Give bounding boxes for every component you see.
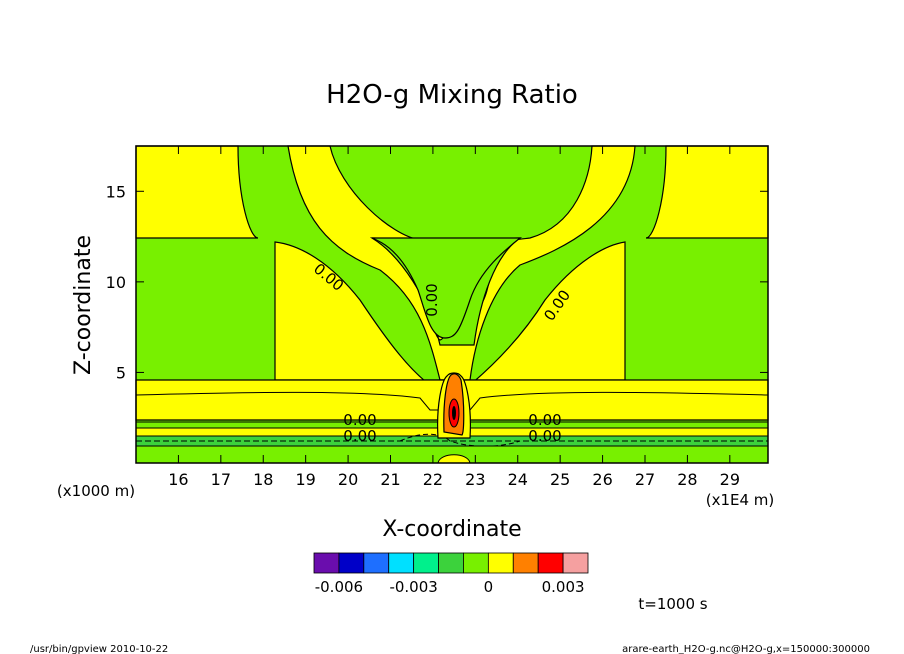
x-tick-label: 21 xyxy=(380,470,400,489)
colorbar-swatch xyxy=(413,552,439,574)
colorbar-swatch xyxy=(313,552,340,574)
x-axis-unit: (x1E4 m) xyxy=(706,491,775,509)
colorbar-tick-label: -0.003 xyxy=(389,578,437,596)
colorbar xyxy=(313,552,589,574)
contour-label: 0.00 xyxy=(528,411,561,429)
x-tick-label: 29 xyxy=(720,470,740,489)
y-tick-label: 5 xyxy=(116,363,126,382)
y-axis: 5 10 15 xyxy=(106,182,768,382)
x-tick-label: 19 xyxy=(295,470,315,489)
footer-left: /usr/bin/gpview 2010-10-22 xyxy=(30,644,168,654)
x-tick-label: 26 xyxy=(592,470,612,489)
colorbar-ticks: -0.006 -0.003 0 0.003 xyxy=(315,578,585,596)
colorbar-swatch xyxy=(388,552,415,574)
footer-right: arare-earth_H2O-g.nc@H2O-g,x=150000:3000… xyxy=(622,644,870,654)
x-tick-label: 25 xyxy=(550,470,570,489)
x-tick-label: 22 xyxy=(423,470,443,489)
colorbar-swatch xyxy=(338,552,365,574)
contour-label: 0.00 xyxy=(528,427,561,445)
plot-frame xyxy=(135,145,769,464)
chart-title: H2O-g Mixing Ratio xyxy=(326,80,578,110)
colorbar-swatch xyxy=(363,552,390,574)
colorbar-swatch xyxy=(512,552,539,574)
colorbar-tick-label: 0.003 xyxy=(542,578,585,596)
x-tick-label: 23 xyxy=(465,470,485,489)
colorbar-swatch xyxy=(438,552,464,574)
contour-label: 0.00 xyxy=(343,411,376,429)
x-axis: 16 17 18 19 20 21 22 23 24 25 26 27 28 29 xyxy=(168,146,740,489)
colorbar-swatch xyxy=(487,552,514,574)
contour-label: 0.00 xyxy=(343,427,376,445)
y-tick-label: 15 xyxy=(106,182,126,201)
colorbar-tick-label: 0 xyxy=(484,578,494,596)
x-tick-label: 18 xyxy=(253,470,273,489)
x-axis-label: X-coordinate xyxy=(382,517,521,542)
colorbar-swatch xyxy=(463,552,489,574)
colorbar-swatch xyxy=(562,552,589,574)
x-tick-label: 17 xyxy=(211,470,231,489)
x-tick-label: 27 xyxy=(635,470,655,489)
y-axis-label: Z-coordinate xyxy=(71,235,96,375)
x-tick-label: 28 xyxy=(677,470,697,489)
y-tick-label: 10 xyxy=(106,273,126,292)
x-tick-label: 24 xyxy=(508,470,528,489)
colorbar-tick-label: -0.006 xyxy=(315,578,363,596)
colorbar-swatch xyxy=(537,552,564,574)
x-tick-label: 16 xyxy=(168,470,188,489)
contour-label: 0.00 xyxy=(423,283,441,316)
time-label: t=1000 s xyxy=(638,595,707,613)
x-tick-label: 20 xyxy=(338,470,358,489)
y-axis-unit: (x1000 m) xyxy=(57,482,135,500)
contour-field xyxy=(135,145,769,464)
